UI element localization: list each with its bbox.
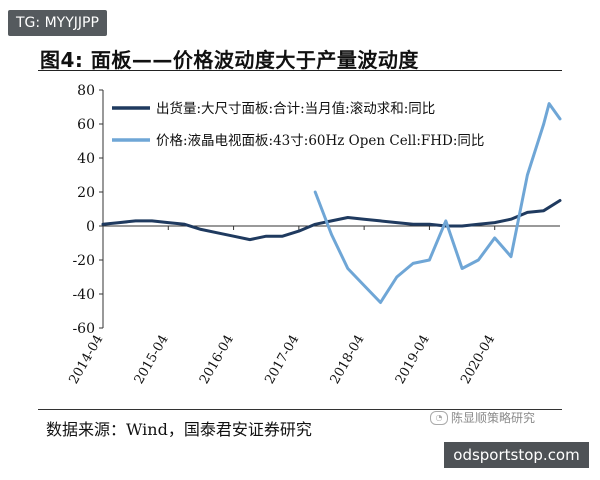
footer-divider (38, 409, 562, 410)
y-tick-label: -40 (72, 287, 95, 303)
x-tick-label: 2015-04 (132, 333, 172, 387)
x-tick-label: 2017-04 (262, 333, 302, 387)
chart-title: 图4: 面板——价格波动度大于产量波动度 (40, 48, 419, 72)
series-line-1 (101, 199, 562, 242)
y-tick-label: -60 (72, 321, 95, 337)
wechat-watermark: ◔ 陈显顺策略研究 (430, 409, 535, 426)
site-label: odsportstop.com (444, 442, 589, 468)
x-tick-label: 2019-04 (393, 333, 433, 387)
y-tick-label: 60 (77, 117, 95, 133)
x-tick-label: 2018-04 (328, 333, 368, 387)
series-line-2 (313, 102, 562, 304)
title-divider (38, 70, 562, 71)
x-tick-label: 2020-04 (458, 333, 498, 387)
y-tick-label: 0 (86, 219, 95, 235)
wechat-watermark-text: 陈显顺策略研究 (451, 411, 536, 425)
legend-label-2: 价格:液晶电视面板:43寸:60Hz Open Cell:FHD:同比 (156, 133, 484, 149)
legend-label-1: 出货量:大尺寸面板:合计:当月值:滚动求和:同比 (156, 100, 435, 117)
source-note: 数据来源：Wind，国泰君安证券研究 (46, 420, 312, 439)
x-tick-label: 2016-04 (197, 333, 237, 387)
y-tick-label: 20 (77, 185, 95, 201)
y-tick-label: 40 (77, 151, 95, 167)
y-tick-label: -20 (72, 253, 95, 269)
x-tick-label: 2014-04 (66, 333, 106, 387)
wechat-icon: ◔ (430, 410, 448, 425)
watermark-tag: TG: MYYJJPP (8, 10, 107, 36)
y-tick-label: 80 (77, 83, 95, 99)
